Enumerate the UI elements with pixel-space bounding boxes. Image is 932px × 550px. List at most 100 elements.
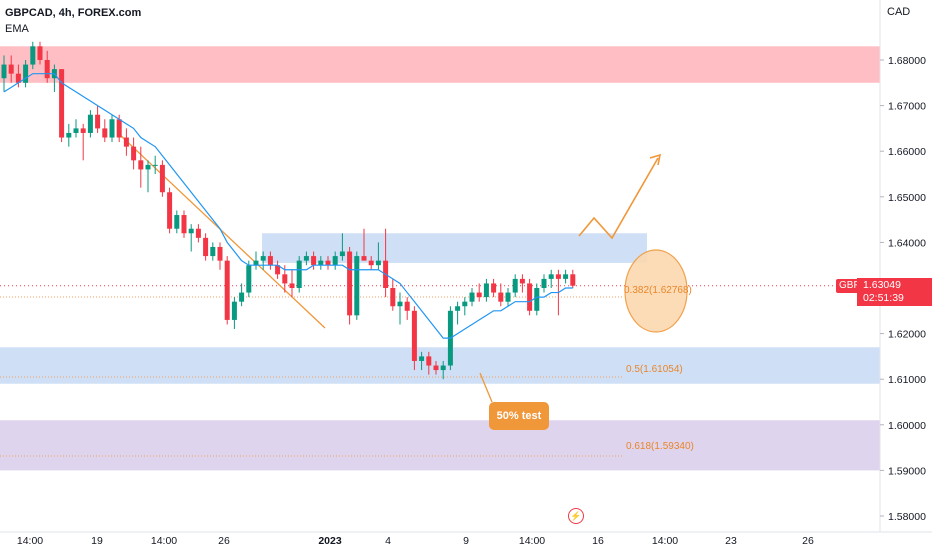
time-tick-label: 16	[592, 535, 604, 547]
ema-line	[3, 73, 573, 339]
fib-50-label: 0.5(1.61054)	[626, 364, 683, 375]
symbol-title: GBPCAD, 4h, FOREX.com	[5, 7, 142, 19]
candle-body	[188, 228, 194, 234]
currency-label: CAD	[887, 6, 911, 18]
candle-body	[80, 128, 86, 133]
price-tick-label: 1.64000	[888, 237, 926, 249]
zone-red-0	[0, 46, 880, 83]
candle-body	[397, 301, 403, 307]
candle-body	[15, 73, 21, 83]
candle-body	[303, 256, 309, 261]
zone-blue-1	[262, 233, 647, 263]
candle-body	[217, 246, 223, 261]
fifty-percent-callout[interactable]: 50% test	[489, 402, 549, 430]
candle-body	[37, 46, 43, 60]
candle-body	[455, 306, 461, 311]
time-tick-label: 14:00	[151, 535, 177, 547]
candle-body	[491, 283, 497, 293]
last-price-value: 1.63049	[863, 279, 901, 291]
candle-body	[440, 365, 446, 371]
candle-body	[253, 260, 259, 266]
price-tick-label: 1.67000	[888, 101, 926, 113]
candle-body	[267, 256, 273, 266]
candle-body	[210, 246, 216, 257]
candle-body	[325, 260, 331, 266]
callout-pointer	[479, 372, 493, 403]
candle-body	[548, 274, 554, 279]
last-price-badge: 1.63049 02:51:39	[857, 278, 932, 306]
candle-body	[203, 237, 209, 257]
candle-body	[433, 365, 439, 371]
candle-body	[159, 164, 165, 193]
candle-body	[404, 301, 410, 311]
time-tick-label: 2023	[318, 535, 342, 547]
candle-body	[131, 146, 137, 161]
candle-body	[318, 260, 324, 266]
time-tick-label: 14:00	[652, 535, 678, 547]
price-tick-label: 1.68000	[888, 55, 926, 67]
candle-body	[563, 274, 569, 279]
candle-body	[87, 114, 93, 133]
candle-body	[275, 265, 281, 275]
candle-body	[1, 64, 7, 79]
price-tick-label: 1.61000	[888, 374, 926, 386]
candle-body	[541, 278, 547, 288]
candle-body	[390, 288, 396, 307]
candle-body	[462, 301, 468, 307]
candle-body	[109, 119, 115, 138]
candle-body	[411, 310, 417, 361]
price-tick-label: 1.58000	[888, 511, 926, 523]
candle-body	[181, 215, 187, 234]
time-tick-label: 14:00	[17, 535, 43, 547]
candle-body	[44, 60, 50, 79]
candle-body	[296, 260, 302, 288]
candle-body	[282, 274, 288, 284]
candle-body	[368, 260, 374, 266]
time-tick-label: 19	[91, 535, 103, 547]
candle-body	[224, 260, 230, 320]
candle-body	[195, 228, 201, 238]
candle-body	[311, 256, 317, 266]
candle-body	[289, 283, 295, 288]
zone-purple-3	[0, 420, 880, 471]
candle-body	[375, 260, 381, 266]
time-tick-label: 23	[725, 535, 737, 547]
indicator-legend-ema[interactable]: EMA	[5, 23, 29, 35]
candle-body	[519, 278, 525, 284]
candle-body	[361, 256, 367, 261]
candle-body	[498, 292, 504, 302]
candle-body	[419, 356, 425, 361]
candle-body	[102, 128, 108, 138]
fib-382-label: 0.382(1.62768)	[624, 285, 692, 296]
candle-body	[260, 256, 266, 261]
candle-body	[354, 256, 360, 316]
price-tick-label: 1.59000	[888, 465, 926, 477]
candle-body	[174, 215, 180, 229]
fib-618-label: 0.618(1.59340)	[626, 441, 694, 452]
price-tick-label: 1.62000	[888, 329, 926, 341]
candle-body	[476, 292, 482, 298]
price-tick-label: 1.60000	[888, 420, 926, 432]
price-tick-label: 1.66000	[888, 146, 926, 158]
candle-body	[116, 119, 122, 138]
zone-blue-2	[0, 347, 880, 384]
candle-body	[512, 278, 518, 293]
candle-body	[23, 64, 29, 83]
candle-body	[527, 283, 533, 311]
lightning-event-icon[interactable]: ⚡	[568, 508, 584, 524]
target-ellipse	[624, 249, 688, 333]
projection-arrow	[578, 157, 659, 240]
candle-body	[8, 64, 14, 74]
candle-body	[30, 46, 36, 65]
candle-body	[483, 283, 489, 298]
time-tick-label: 26	[802, 535, 814, 547]
candle-body	[145, 164, 151, 170]
projection-arrowhead	[649, 153, 662, 166]
candle-body	[347, 251, 353, 316]
candle-body	[505, 292, 511, 302]
candle-body	[555, 274, 561, 279]
candle-body	[231, 301, 237, 320]
candle-body	[138, 160, 144, 170]
